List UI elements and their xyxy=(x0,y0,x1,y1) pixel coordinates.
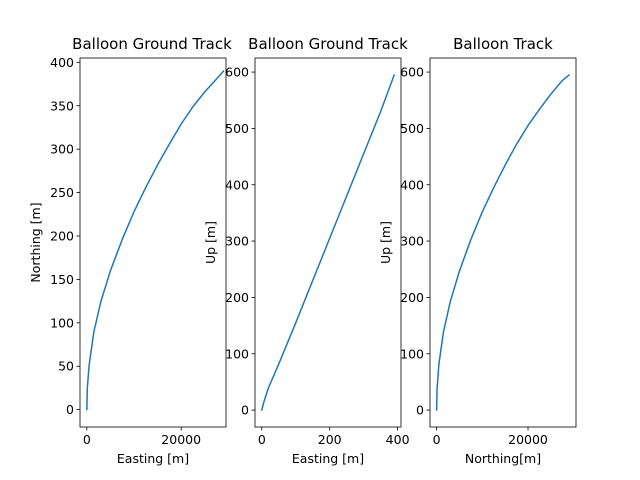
x-axis-label: Easting [m] xyxy=(117,451,189,466)
x-tick-label: 0 xyxy=(258,432,266,447)
chart-title: Balloon Ground Track xyxy=(248,35,408,53)
subplot-3: 0 20000 0 100 200 300 400 500 600 Northing[m] Up [… xyxy=(378,35,577,466)
y-tick-label: 0 xyxy=(66,402,74,417)
chart-title: Balloon Ground Track xyxy=(72,35,232,53)
y-tick-label: 600 xyxy=(400,65,424,80)
y-tick-label: 500 xyxy=(400,121,424,136)
y-tick-label: 300 xyxy=(400,234,424,249)
y-tick-label: 300 xyxy=(225,234,249,249)
y-tick-label: 100 xyxy=(50,315,74,330)
x-axis-label: Easting [m] xyxy=(292,451,364,466)
subplot-1: 0 20000 0 50 100 150 200 250 300 350 400 Easting [m… xyxy=(28,35,232,466)
y-tick-label: 50 xyxy=(58,359,74,374)
y-tick-label: 500 xyxy=(225,121,249,136)
y-tick-label: 100 xyxy=(225,346,249,361)
y-tick-label: 400 xyxy=(400,177,424,192)
y-tick-label: 200 xyxy=(50,228,74,243)
subplot-2: 0 200 400 0 100 200 300 400 500 600 Easting [m] Up … xyxy=(203,35,410,466)
x-axis-label: Northing[m] xyxy=(465,451,541,466)
y-tick-label: 600 xyxy=(225,65,249,80)
axes-frame xyxy=(254,57,402,428)
series-line-1 xyxy=(435,74,570,411)
axes-frame xyxy=(79,57,227,428)
x-tick-label: 20000 xyxy=(161,432,201,447)
chart-title: Balloon Track xyxy=(453,35,553,53)
series-line-1 xyxy=(261,74,395,411)
y-tick-label: 150 xyxy=(50,272,74,287)
y-tick-label: 0 xyxy=(241,403,249,418)
x-tick-label: 200 xyxy=(318,432,342,447)
y-tick-label: 350 xyxy=(50,98,74,113)
x-tick-label: 0 xyxy=(433,432,441,447)
y-tick-label: 200 xyxy=(400,290,424,305)
y-tick-label: 100 xyxy=(400,346,424,361)
y-axis-label: Up [m] xyxy=(203,221,218,264)
y-axis-label: Northing [m] xyxy=(28,202,43,282)
y-tick-label: 0 xyxy=(416,403,424,418)
y-tick-label: 400 xyxy=(50,55,74,70)
y-axis-label: Up [m] xyxy=(378,221,393,264)
y-tick-label: 400 xyxy=(225,177,249,192)
x-tick-label: 0 xyxy=(83,432,91,447)
y-tick-label: 200 xyxy=(225,290,249,305)
y-tick-label: 250 xyxy=(50,185,74,200)
series-line-1 xyxy=(86,70,225,411)
x-tick-label: 400 xyxy=(386,432,410,447)
x-tick-label: 20000 xyxy=(508,432,548,447)
axes-frame xyxy=(429,57,577,428)
y-tick-label: 300 xyxy=(50,142,74,157)
